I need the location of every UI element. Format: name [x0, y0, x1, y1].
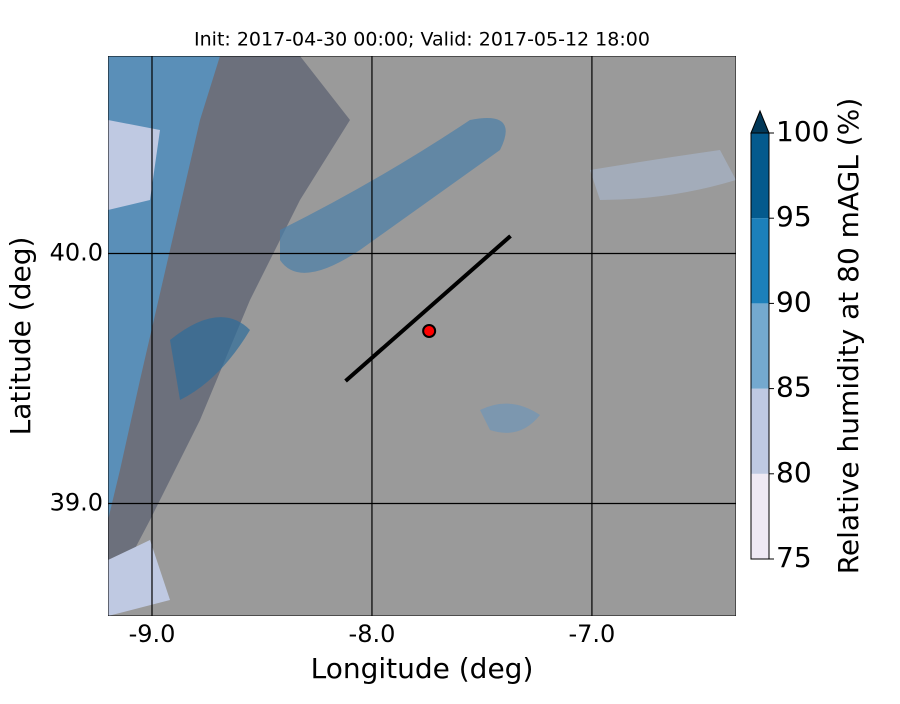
- colorbar-segment: [751, 388, 769, 474]
- x-axis-label: Longitude (deg): [311, 652, 534, 685]
- cross-section-line: [344, 234, 512, 383]
- colorbar-segment: [751, 133, 769, 219]
- map-background: [108, 56, 736, 616]
- y-axis-label: Latitude (deg): [4, 237, 37, 436]
- colorbar-segment: [751, 303, 769, 389]
- colorbar-tick-label: 90: [776, 285, 812, 318]
- colorbar-tick-label: 80: [776, 456, 812, 489]
- x-tick-label: -8.0: [349, 620, 396, 648]
- colorbar-tick-label: 75: [776, 541, 812, 574]
- colorbar-extend: [750, 109, 770, 134]
- colorbar-label: Relative humidity at 80 mAGL (%): [832, 98, 865, 575]
- colorbar-tick-label: 85: [776, 371, 812, 404]
- colorbar-segment: [751, 473, 769, 559]
- map-overlay: [108, 56, 736, 616]
- x-tick-label: -9.0: [129, 620, 176, 648]
- colorbar-tick-label: 100: [776, 115, 829, 148]
- colorbar-frame: [750, 132, 770, 560]
- chart-title: Init: 2017-04-30 00:00; Valid: 2017-05-1…: [194, 29, 650, 51]
- location-point: [422, 324, 437, 338]
- x-tick-label: -7.0: [569, 620, 616, 648]
- colorbar-tick-label: 95: [776, 200, 812, 233]
- colorbar-segment: [751, 218, 769, 304]
- y-tick-label: 40.0: [50, 239, 103, 267]
- y-tick-label: 39.0: [50, 489, 103, 517]
